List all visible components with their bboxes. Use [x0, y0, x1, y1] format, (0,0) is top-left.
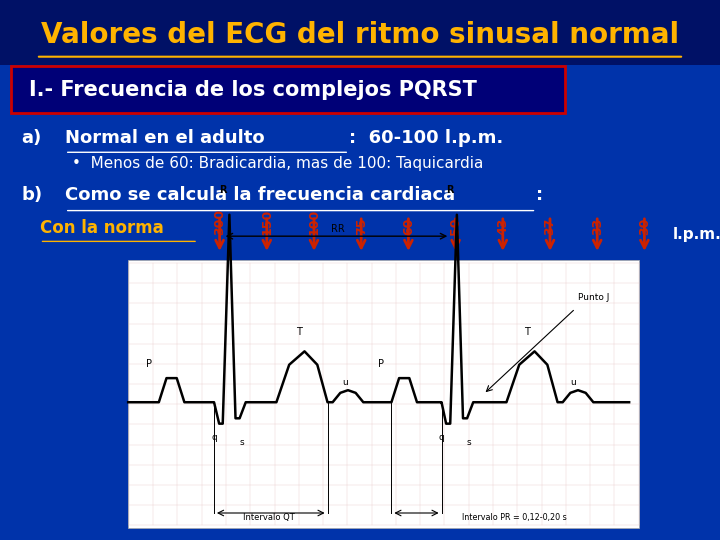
Text: 37: 37 — [544, 218, 557, 235]
Text: 33: 33 — [590, 218, 603, 235]
Text: Como se calcula la frecuencia cardiaca: Como se calcula la frecuencia cardiaca — [65, 186, 455, 205]
Text: :  60-100 l.p.m.: : 60-100 l.p.m. — [349, 129, 503, 147]
Text: :: : — [536, 186, 544, 205]
Text: Intervalo PR = 0,12-0,20 s: Intervalo PR = 0,12-0,20 s — [462, 513, 567, 522]
Text: R: R — [446, 185, 454, 195]
Text: 50: 50 — [449, 218, 462, 235]
Text: u: u — [343, 378, 348, 387]
Text: Intervalo QT: Intervalo QT — [243, 513, 294, 522]
Text: 150: 150 — [261, 208, 274, 235]
Text: •  Menos de 60: Bradicardia, mas de 100: Taquicardia: • Menos de 60: Bradicardia, mas de 100: … — [72, 156, 483, 171]
Bar — [0, 0, 720, 65]
Text: Con la norma: Con la norma — [40, 219, 163, 237]
FancyBboxPatch shape — [11, 66, 565, 113]
Text: 75: 75 — [355, 218, 368, 235]
Text: T: T — [297, 327, 302, 338]
Text: T: T — [524, 327, 530, 338]
Text: P: P — [378, 360, 384, 369]
Text: q: q — [438, 433, 444, 442]
Text: P: P — [145, 360, 152, 369]
Text: 43: 43 — [496, 218, 509, 235]
Text: R: R — [219, 185, 227, 195]
Text: Valores del ECG del ritmo sinusal normal: Valores del ECG del ritmo sinusal normal — [41, 21, 679, 49]
Text: 300: 300 — [213, 209, 226, 235]
Text: 60: 60 — [402, 218, 415, 235]
Bar — [128, 260, 639, 528]
Text: Normal en el adulto: Normal en el adulto — [65, 129, 264, 147]
Text: RR: RR — [331, 224, 345, 234]
Text: a): a) — [22, 129, 42, 147]
Text: q: q — [211, 433, 217, 442]
Text: Punto J: Punto J — [578, 293, 609, 302]
Text: s: s — [239, 438, 244, 447]
Text: I.- Frecuencia de los complejos PQRST: I.- Frecuencia de los complejos PQRST — [29, 79, 477, 100]
Text: b): b) — [22, 186, 42, 205]
Text: s: s — [467, 438, 472, 447]
Text: u: u — [570, 378, 576, 387]
Text: l.p.m.: l.p.m. — [673, 227, 720, 242]
Text: 100: 100 — [307, 208, 320, 235]
Text: 30: 30 — [638, 218, 651, 235]
